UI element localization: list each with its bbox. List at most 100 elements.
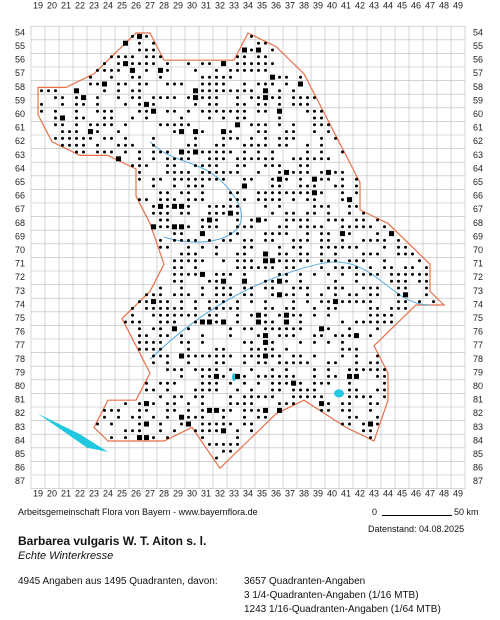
occurrence-dot [341, 286, 344, 290]
occurrence-dot [208, 225, 211, 229]
occurrence-dot [327, 204, 330, 208]
occurrence-dot [264, 347, 267, 351]
occurrence-dot [250, 218, 253, 222]
occurrence-dot [180, 293, 183, 297]
occurrence-dot [369, 402, 372, 406]
occurrence-square [333, 299, 338, 305]
row-label: 66 [473, 191, 483, 201]
row-label: 56 [15, 55, 25, 65]
occurrence-dot [271, 164, 274, 168]
occurrence-dot [180, 279, 183, 283]
occurrence-dot [215, 150, 218, 154]
occurrence-dot [201, 170, 204, 174]
occurrence-dot [250, 157, 253, 161]
occurrence-dot [341, 320, 344, 324]
occurrence-dot [166, 62, 169, 66]
occurrence-dot [201, 198, 204, 202]
occurrence-dot [320, 232, 323, 236]
occurrence-dot [131, 116, 134, 120]
occurrence-dot [243, 157, 246, 161]
occurrence-dot [166, 225, 169, 229]
occurrence-dot [264, 102, 267, 106]
occurrence-dot [208, 306, 211, 310]
occurrence-dot [159, 354, 162, 358]
occurrence-square [256, 47, 261, 53]
occurrence-square [221, 428, 226, 434]
occurrence-dot [369, 429, 372, 433]
occurrence-dot [215, 102, 218, 106]
occurrence-dot [334, 170, 337, 174]
occurrence-dot [236, 109, 239, 113]
occurrence-dot [390, 320, 393, 324]
occurrence-dot [292, 259, 295, 263]
occurrence-dot [285, 368, 288, 372]
occurrence-dot [215, 442, 218, 446]
column-label: 32 [215, 488, 225, 498]
occurrence-dot [264, 55, 267, 59]
occurrence-dot [208, 429, 211, 433]
occurrence-dot [194, 429, 197, 433]
occurrence-dot [334, 279, 337, 283]
occurrence-dot [278, 334, 281, 338]
occurrence-dot [201, 225, 204, 229]
occurrence-dot [278, 143, 281, 147]
occurrence-dot [285, 306, 288, 310]
occurrence-dot [215, 388, 218, 392]
occurrence-dot [194, 143, 197, 147]
occurrence-dot [208, 62, 211, 66]
occurrence-dot [362, 320, 365, 324]
occurrence-dot [166, 306, 169, 310]
occurrence-dot [187, 252, 190, 256]
column-label: 48 [439, 488, 449, 498]
row-label: 60 [473, 109, 483, 119]
occurrence-dot [355, 272, 358, 276]
row-label: 87 [473, 476, 483, 486]
occurrence-dot [187, 123, 190, 127]
occurrence-dot [271, 293, 274, 297]
occurrence-dot [103, 150, 106, 154]
occurrence-square [277, 176, 282, 182]
occurrence-dot [236, 388, 239, 392]
occurrence-dot [222, 361, 225, 365]
occurrence-square [403, 292, 408, 298]
occurrence-dot [75, 123, 78, 127]
occurrence-square [137, 33, 142, 39]
occurrence-dot [208, 164, 211, 168]
occurrence-dot [152, 177, 155, 181]
occurrence-dot [222, 286, 225, 290]
occurrence-dot [215, 204, 218, 208]
occurrence-dot [173, 293, 176, 297]
row-label: 70 [15, 245, 25, 255]
occurrence-dot [292, 306, 295, 310]
occurrence-dot [278, 361, 281, 365]
stats-total: 4945 Angaben aus 1495 Quadranten, davon: [18, 576, 218, 587]
column-label: 27 [145, 0, 155, 10]
lake [334, 389, 344, 398]
occurrence-dot [264, 361, 267, 365]
occurrence-dot [159, 286, 162, 290]
occurrence-dot [159, 177, 162, 181]
river [149, 141, 242, 243]
occurrence-dot [166, 334, 169, 338]
occurrence-dot [194, 395, 197, 399]
occurrence-dot [383, 388, 386, 392]
occurrence-dot [173, 272, 176, 276]
occurrence-dot [201, 388, 204, 392]
occurrence-dot [222, 306, 225, 310]
occurrence-dot [173, 184, 176, 188]
occurrence-dot [327, 313, 330, 317]
occurrence-dot [194, 102, 197, 106]
occurrence-dot [334, 374, 337, 378]
occurrence-dot [124, 429, 127, 433]
occurrence-dot [229, 381, 232, 385]
occurrence-dot [187, 211, 190, 215]
occurrence-dot [334, 245, 337, 249]
occurrence-dot [264, 164, 267, 168]
occurrence-dot [201, 415, 204, 419]
occurrence-dot [54, 116, 57, 120]
occurrence-dot [355, 354, 358, 358]
occurrence-dot [229, 89, 232, 93]
occurrence-dot [425, 279, 428, 283]
occurrence-dot [215, 279, 218, 283]
occurrence-dot [369, 300, 372, 304]
